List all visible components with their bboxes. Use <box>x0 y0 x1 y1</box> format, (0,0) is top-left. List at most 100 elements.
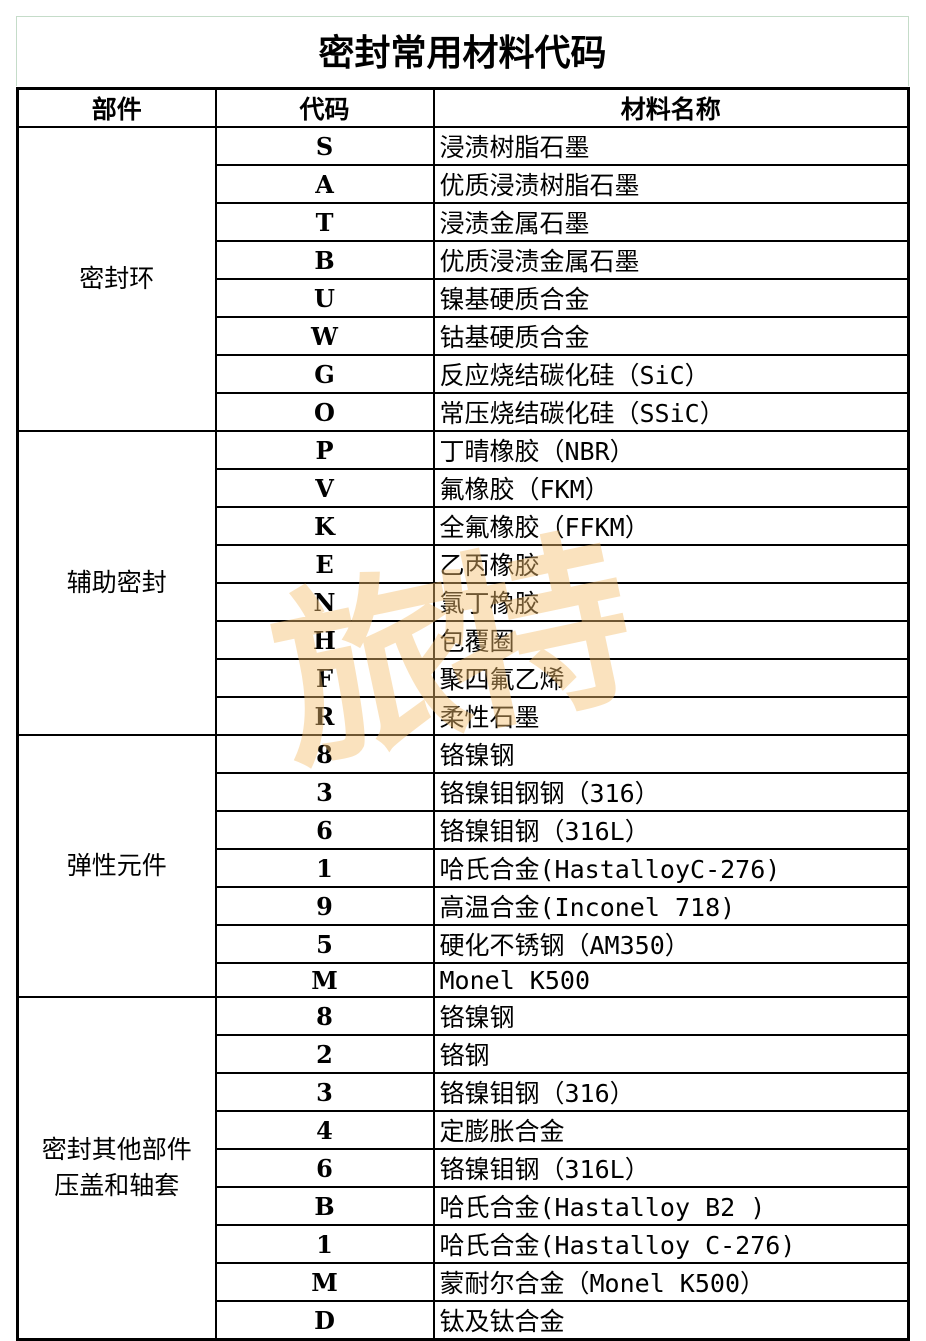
table-row: V 氟橡胶（FKM） <box>18 468 910 508</box>
material-name-cell: 镍基硬质合金 <box>432 278 910 318</box>
code-cell: D <box>214 1300 435 1341</box>
table-row: 6 铬镍钼钢（316L） <box>18 810 910 850</box>
table-row: 6 铬镍钼钢（316L） <box>18 1148 910 1188</box>
header-name: 材料名称 <box>432 87 910 128</box>
code-cell: K <box>214 506 435 546</box>
code-cell: G <box>214 354 435 394</box>
code-cell: U <box>214 278 435 318</box>
material-name-cell: 丁晴橡胶（NBR） <box>432 430 910 470</box>
table-row: U 镍基硬质合金 <box>18 278 910 318</box>
material-name-cell: 优质浸渍树脂石墨 <box>432 164 910 204</box>
table-row: E 乙丙橡胶 <box>18 544 910 584</box>
table-row: R 柔性石墨 <box>18 696 910 736</box>
table-row: F 聚四氟乙烯 <box>18 658 910 698</box>
material-name-cell: 乙丙橡胶 <box>432 544 910 584</box>
code-cell: 3 <box>214 1072 435 1112</box>
code-cell: M <box>214 1262 435 1302</box>
material-name-cell: 铬镍钼钢钢（316） <box>432 772 910 812</box>
code-cell: 8 <box>214 734 435 774</box>
code-cell: R <box>214 696 435 736</box>
material-name-cell: 铬镍钼钢（316L） <box>432 1148 910 1188</box>
table-row: W 钴基硬质合金 <box>18 316 910 356</box>
code-cell: 5 <box>214 924 435 964</box>
material-name-cell: 浸渍树脂石墨 <box>432 126 910 166</box>
table-row: 辅助密封 P 丁晴橡胶（NBR） <box>16 430 910 736</box>
material-name-cell: Monel K500 <box>432 962 910 998</box>
header-part: 部件 <box>16 87 217 128</box>
material-name-cell: 铬镍钢 <box>432 996 910 1036</box>
table-row: 3 铬镍钼钢钢（316） <box>18 772 910 812</box>
page-title: 密封常用材料代码 <box>16 16 909 86</box>
material-name-cell: 柔性石墨 <box>432 696 910 736</box>
code-cell: O <box>214 392 435 432</box>
table-row: T 浸渍金属石墨 <box>18 202 910 242</box>
table-row: B 哈氏合金(Hastalloy B2 ) <box>18 1186 910 1226</box>
material-name-cell: 钴基硬质合金 <box>432 316 910 356</box>
code-cell: 2 <box>214 1034 435 1074</box>
table-row: N 氯丁橡胶 <box>18 582 910 622</box>
part-cell: 弹性元件 <box>16 734 217 998</box>
material-name-cell: 硬化不锈钢（AM350） <box>432 924 910 964</box>
material-name-cell: 高温合金(Inconel 718) <box>432 886 910 926</box>
table-row: H 包覆圈 <box>18 620 910 660</box>
material-name-cell: 铬镍钢 <box>432 734 910 774</box>
code-cell: P <box>214 430 435 470</box>
table-row: 1 哈氏合金(HastalloyC-276) <box>18 848 910 888</box>
part-cell: 密封环 <box>16 126 217 432</box>
table-row: K 全氟橡胶（FFKM） <box>18 506 910 546</box>
code-cell: 8 <box>214 996 435 1036</box>
table-row: 密封其他部件 压盖和轴套 8 铬镍钢 <box>16 996 910 1341</box>
table-row: 9 高温合金(Inconel 718) <box>18 886 910 926</box>
code-cell: 4 <box>214 1110 435 1150</box>
material-name-cell: 包覆圈 <box>432 620 910 660</box>
code-cell: A <box>214 164 435 204</box>
material-name-cell: 铬镍钼钢（316L） <box>432 810 910 850</box>
code-cell: 1 <box>214 1224 435 1264</box>
material-name-cell: 定膨胀合金 <box>432 1110 910 1150</box>
material-name-cell: 铬钢 <box>432 1034 910 1074</box>
header-code: 代码 <box>214 87 435 128</box>
code-cell: B <box>214 1186 435 1226</box>
table-row: 弹性元件 8 铬镍钢 <box>16 734 910 998</box>
material-code-table: 部件 代码 材料名称 密封环 S 浸渍树脂石墨 A 优质浸渍树脂石墨 T 浸渍金属石墨 B 优质… <box>16 87 910 1341</box>
code-cell: 6 <box>214 810 435 850</box>
code-cell: S <box>214 126 435 166</box>
table-row: A 优质浸渍树脂石墨 <box>18 164 910 204</box>
table-row: M Monel K500 <box>18 962 910 998</box>
code-cell: F <box>214 658 435 698</box>
material-name-cell: 聚四氟乙烯 <box>432 658 910 698</box>
code-cell: H <box>214 620 435 660</box>
material-name-cell: 蒙耐尔合金（Monel K500） <box>432 1262 910 1302</box>
table-row: 密封环 S 浸渍树脂石墨 <box>16 126 910 432</box>
code-cell: T <box>214 202 435 242</box>
table-row: 5 硬化不锈钢（AM350） <box>18 924 910 964</box>
code-cell: E <box>214 544 435 584</box>
material-name-cell: 常压烧结碳化硅（SSiC） <box>432 392 910 432</box>
material-name-cell: 全氟橡胶（FFKM） <box>432 506 910 546</box>
code-cell: 1 <box>214 848 435 888</box>
table-row: G 反应烧结碳化硅（SiC） <box>18 354 910 394</box>
header-row: 部件 代码 材料名称 <box>16 87 910 128</box>
material-name-cell: 反应烧结碳化硅（SiC） <box>432 354 910 394</box>
material-name-cell: 哈氏合金(HastalloyC-276) <box>432 848 910 888</box>
code-cell: W <box>214 316 435 356</box>
part-cell: 密封其他部件 压盖和轴套 <box>16 996 217 1341</box>
material-name-cell: 氟橡胶（FKM） <box>432 468 910 508</box>
code-cell: 3 <box>214 772 435 812</box>
material-name-cell: 哈氏合金(Hastalloy B2 ) <box>432 1186 910 1226</box>
material-name-cell: 氯丁橡胶 <box>432 582 910 622</box>
table-row: 4 定膨胀合金 <box>18 1110 910 1150</box>
table-row: B 优质浸渍金属石墨 <box>18 240 910 280</box>
part-cell: 辅助密封 <box>16 430 217 736</box>
code-cell: B <box>214 240 435 280</box>
code-cell: V <box>214 468 435 508</box>
material-name-cell: 铬镍钼钢（316） <box>432 1072 910 1112</box>
material-name-cell: 哈氏合金(Hastalloy C-276) <box>432 1224 910 1264</box>
code-cell: 6 <box>214 1148 435 1188</box>
table-row: 2 铬钢 <box>18 1034 910 1074</box>
code-cell: 9 <box>214 886 435 926</box>
code-cell: M <box>214 962 435 998</box>
material-name-cell: 浸渍金属石墨 <box>432 202 910 242</box>
table-row: 1 哈氏合金(Hastalloy C-276) <box>18 1224 910 1264</box>
code-cell: N <box>214 582 435 622</box>
